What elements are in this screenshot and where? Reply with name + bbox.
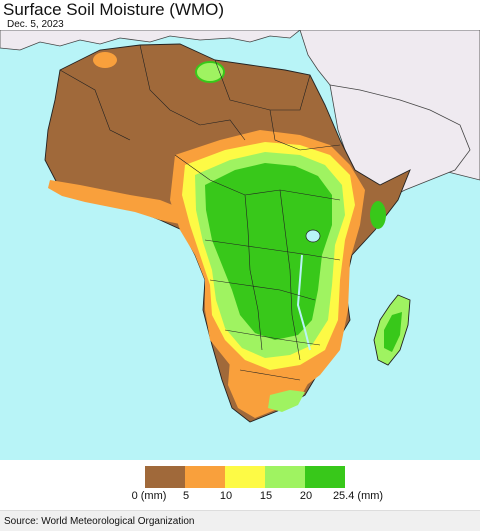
map-date: Dec. 5, 2023 — [7, 19, 64, 30]
source-credit: Source: World Meteorological Organizatio… — [4, 516, 195, 527]
legend-tick-1: 5 — [182, 490, 190, 502]
legend-tick-2: 10 — [219, 490, 233, 502]
north-sahara-patch — [195, 61, 225, 83]
legend-tick-5: 25.4 (mm) — [332, 490, 384, 502]
legend-swatch-1 — [185, 466, 225, 488]
legend: 0 (mm) 5 10 15 20 25.4 (mm) — [0, 462, 480, 507]
legend-swatch-0 — [145, 466, 185, 488]
madagascar-core — [384, 312, 402, 352]
west-africa-coast-moisture — [48, 180, 185, 225]
legend-swatch-2 — [225, 466, 265, 488]
country-borders — [59, 44, 341, 381]
legend-swatch-4 — [305, 466, 345, 488]
northwest-coast-patch — [93, 52, 117, 68]
footer: Source: World Meteorological Organizatio… — [0, 510, 480, 531]
legend-swatch-3 — [265, 466, 305, 488]
soil-moisture-map — [0, 29, 480, 460]
europe-land — [0, 29, 302, 51]
east-horn-patch — [370, 201, 386, 229]
map-area — [0, 29, 480, 460]
great-rift-lakes — [296, 254, 311, 351]
legend-tick-0: 0 (mm) — [131, 490, 167, 502]
legend-tick-3: 15 — [259, 490, 273, 502]
lake-victoria — [305, 229, 321, 243]
map-title: Surface Soil Moisture (WMO) — [3, 0, 225, 19]
southeast-africa-orange — [228, 360, 310, 418]
south-coast-green — [268, 390, 305, 412]
legend-tick-4: 20 — [299, 490, 313, 502]
